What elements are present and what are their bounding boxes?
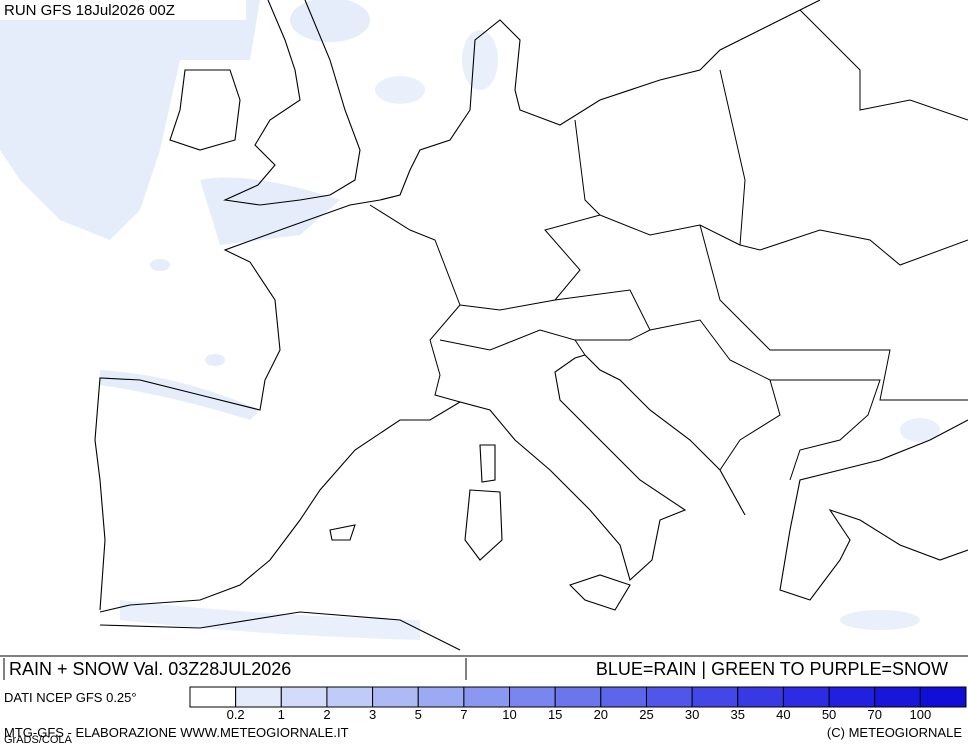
scale-label: 5	[415, 707, 422, 722]
scale-box	[326, 686, 374, 708]
scale-label: 3	[369, 707, 376, 722]
scale-box	[235, 686, 282, 708]
product-title: RAIN + SNOW Val. 03Z28JUL2026	[9, 659, 291, 679]
scale-box	[828, 686, 876, 708]
scale-box	[737, 686, 784, 708]
scale-box	[645, 686, 693, 708]
scale-label: 0.2	[227, 707, 245, 722]
precipitation	[0, 0, 940, 640]
scale-box	[782, 686, 830, 708]
scale-box	[600, 686, 647, 708]
scale-label: 7	[460, 707, 467, 722]
credit: MTG-GFS - ELABORAZIONE WWW.METEOGIORNALE…	[4, 725, 349, 740]
scale-box	[463, 686, 511, 708]
scale-box	[417, 686, 465, 708]
data-source: DATI NCEP GFS 0.25°	[4, 690, 137, 705]
color-key: BLUE=RAIN | GREEN TO PURPLE=SNOW	[596, 659, 948, 679]
scale-box	[189, 686, 237, 708]
scale-label: 50	[822, 707, 836, 722]
run-label-bg	[0, 0, 246, 20]
scale-box	[372, 686, 419, 708]
scale-label: 10	[502, 707, 516, 722]
borders	[369, 9, 968, 481]
scale-label: 70	[867, 707, 881, 722]
coastlines	[94, 0, 968, 651]
scale-label: 25	[639, 707, 653, 722]
copyright: (C) METEOGIORNALE	[827, 725, 962, 740]
scale-label: 1	[278, 707, 285, 722]
software: GrADS/COLA	[4, 734, 73, 745]
scale-label: 15	[548, 707, 562, 722]
scale-box	[919, 686, 967, 708]
scale-label: 35	[731, 707, 745, 722]
color-scale: 0.2 1 2 3 5 7 10 15 20 25 30 35 40 50 70 100	[189, 686, 967, 722]
scale-box	[280, 686, 328, 708]
scale-label: 20	[594, 707, 608, 722]
scale-label: 40	[776, 707, 790, 722]
scale-label: 30	[685, 707, 699, 722]
scale-box	[691, 686, 739, 708]
scale-label: 2	[323, 707, 330, 722]
scale-box	[554, 686, 602, 708]
scale-box	[509, 686, 556, 708]
run-label: RUN GFS 18Jul2026 00Z	[4, 2, 175, 19]
scale-box	[874, 686, 921, 708]
scale-label: 100	[910, 707, 932, 722]
